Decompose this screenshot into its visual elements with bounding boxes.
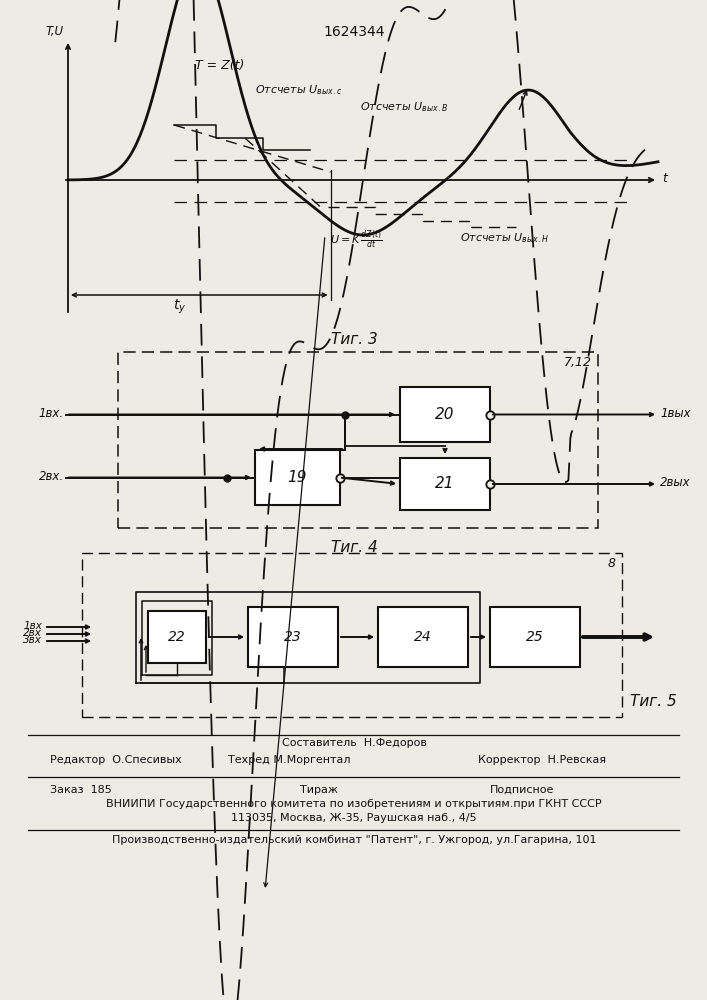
Text: Техред М.Моргентал: Техред М.Моргентал	[228, 755, 351, 765]
Text: Τиг. 3: Τиг. 3	[331, 332, 378, 347]
Text: 1вх: 1вх	[23, 621, 42, 631]
Bar	[490, 607, 580, 667]
Bar	[255, 450, 340, 505]
Text: Заказ  185: Заказ 185	[50, 785, 112, 795]
Text: $t_y$: $t_y$	[173, 298, 186, 316]
Text: ВНИИПИ Государственного комитета по изобретениям и открытиям.при ГКНТ СССР: ВНИИПИ Государственного комитета по изоб…	[106, 799, 602, 809]
Text: 113035, Москва, Ж-35, Раушская наб., 4/5: 113035, Москва, Ж-35, Раушская наб., 4/5	[231, 813, 477, 823]
Bar	[82, 553, 622, 717]
Text: 1вых: 1вых	[660, 407, 691, 420]
Text: 1вх.: 1вх.	[39, 407, 64, 420]
Text: T,U: T,U	[46, 25, 64, 38]
Text: Отсчеты $U_{вых.В}$: Отсчеты $U_{вых.В}$	[360, 100, 448, 114]
Text: 25: 25	[526, 630, 544, 644]
Text: 8: 8	[608, 557, 616, 570]
Text: 21: 21	[436, 477, 455, 491]
Bar	[400, 458, 490, 510]
Text: Τиг. 5: Τиг. 5	[630, 694, 677, 709]
Text: Τиг. 4: Τиг. 4	[331, 540, 378, 555]
Text: Подписное: Подписное	[490, 785, 554, 795]
Text: 23: 23	[284, 630, 302, 644]
Text: Производственно-издательский комбинат "Патент", г. Ужгород, ул.Гагарина, 101: Производственно-издательский комбинат "П…	[112, 835, 596, 845]
Text: Тираж: Тираж	[300, 785, 338, 795]
Text: 2вых: 2вых	[660, 477, 691, 489]
Bar	[378, 607, 468, 667]
Text: 19: 19	[288, 470, 308, 485]
Text: 1624344: 1624344	[323, 25, 385, 39]
Bar	[118, 352, 598, 528]
Text: 7,12: 7,12	[564, 356, 592, 369]
Text: 22: 22	[168, 630, 186, 644]
Text: Редактор  О.Спесивых: Редактор О.Спесивых	[50, 755, 182, 765]
Bar	[248, 607, 338, 667]
Text: Отсчеты $U_{вых.с}$: Отсчеты $U_{вых.с}$	[255, 83, 342, 97]
Text: $U=K\,\frac{dZ(t)}{dt}$: $U=K\,\frac{dZ(t)}{dt}$	[330, 229, 382, 251]
Text: T = Z(t): T = Z(t)	[195, 58, 245, 72]
Text: Отсчеты $U_{вых.Н}$: Отсчеты $U_{вых.Н}$	[460, 231, 549, 245]
Bar	[148, 611, 206, 663]
Text: 2вх: 2вх	[23, 628, 42, 638]
Text: t: t	[662, 172, 667, 186]
Bar	[400, 387, 490, 442]
Text: Составитель  Н.Федоров: Составитель Н.Федоров	[281, 738, 426, 748]
Text: 2вх.: 2вх.	[39, 470, 64, 483]
Text: 20: 20	[436, 407, 455, 422]
Text: 3вх: 3вх	[23, 635, 42, 645]
Text: 24: 24	[414, 630, 432, 644]
Text: Корректор  Н.Ревская: Корректор Н.Ревская	[478, 755, 606, 765]
